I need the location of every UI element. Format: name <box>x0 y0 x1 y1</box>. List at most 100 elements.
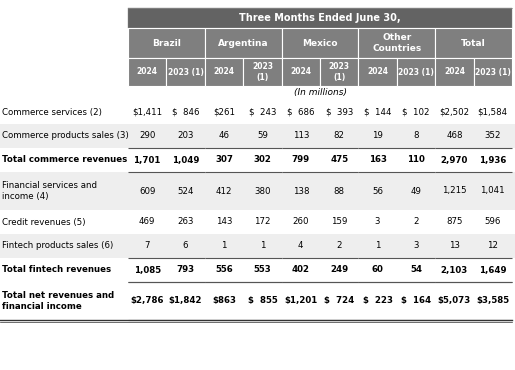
Text: 172: 172 <box>254 218 271 226</box>
Text: Mexico: Mexico <box>302 38 338 47</box>
Bar <box>166 58 205 86</box>
Text: 110: 110 <box>407 155 425 165</box>
Text: 380: 380 <box>254 186 271 195</box>
Text: $  144: $ 144 <box>364 108 391 117</box>
Text: 54: 54 <box>410 266 422 275</box>
Text: $2,502: $2,502 <box>439 108 470 117</box>
Bar <box>0 258 515 282</box>
Text: Fintech products sales (6): Fintech products sales (6) <box>2 242 113 250</box>
Bar <box>0 172 515 210</box>
Text: 88: 88 <box>334 186 345 195</box>
Text: 60: 60 <box>372 266 384 275</box>
Bar <box>205 58 243 86</box>
Text: 46: 46 <box>218 131 230 141</box>
Text: 2,970: 2,970 <box>441 155 468 165</box>
Text: 2: 2 <box>336 242 342 250</box>
Text: 596: 596 <box>485 218 501 226</box>
Text: $  243: $ 243 <box>249 108 276 117</box>
Text: 4: 4 <box>298 242 303 250</box>
Text: $1,411: $1,411 <box>132 108 162 117</box>
Text: Brazil: Brazil <box>152 38 181 47</box>
Bar <box>0 100 515 124</box>
Text: 163: 163 <box>369 155 387 165</box>
Text: Commerce products sales (3): Commerce products sales (3) <box>2 131 129 141</box>
Bar <box>0 282 515 320</box>
Bar <box>205 28 282 58</box>
Text: 143: 143 <box>216 218 232 226</box>
Bar <box>282 58 320 86</box>
Bar <box>128 28 205 58</box>
Bar <box>0 124 515 148</box>
Bar <box>358 28 435 58</box>
Text: 2,103: 2,103 <box>441 266 468 275</box>
Text: 1,936: 1,936 <box>479 155 506 165</box>
Text: 2023 (1): 2023 (1) <box>168 67 203 77</box>
Text: Financial services and
income (4): Financial services and income (4) <box>2 181 97 201</box>
Text: 475: 475 <box>330 155 348 165</box>
Text: 3: 3 <box>375 218 381 226</box>
Text: (In millions): (In millions) <box>294 88 347 98</box>
Text: 19: 19 <box>372 131 383 141</box>
Text: 799: 799 <box>291 155 310 165</box>
Text: 1,649: 1,649 <box>479 266 507 275</box>
Text: 412: 412 <box>216 186 232 195</box>
Text: Commerce services (2): Commerce services (2) <box>2 108 102 117</box>
Text: 2023
(1): 2023 (1) <box>329 62 350 82</box>
Bar <box>320 58 358 86</box>
Text: 2: 2 <box>413 218 419 226</box>
Text: 49: 49 <box>410 186 421 195</box>
Text: 7: 7 <box>144 242 150 250</box>
Text: 793: 793 <box>177 266 195 275</box>
Text: 59: 59 <box>257 131 268 141</box>
Text: Total commerce revenues: Total commerce revenues <box>2 155 127 165</box>
Text: 2024: 2024 <box>444 67 465 77</box>
Text: 249: 249 <box>330 266 348 275</box>
Text: $  846: $ 846 <box>172 108 199 117</box>
Text: 352: 352 <box>485 131 501 141</box>
Text: 468: 468 <box>446 131 462 141</box>
Text: $  855: $ 855 <box>248 296 277 306</box>
Text: 2023
(1): 2023 (1) <box>252 62 273 82</box>
Text: 1,041: 1,041 <box>480 186 505 195</box>
Text: $1,201: $1,201 <box>284 296 317 306</box>
Text: Total fintech revenues: Total fintech revenues <box>2 266 111 275</box>
Text: 2024: 2024 <box>136 67 158 77</box>
Text: 113: 113 <box>293 131 309 141</box>
Bar <box>128 58 166 86</box>
Text: 524: 524 <box>177 186 194 195</box>
Text: Three Months Ended June 30,: Three Months Ended June 30, <box>239 13 401 23</box>
Text: 1,215: 1,215 <box>442 186 467 195</box>
Text: $3,585: $3,585 <box>476 296 509 306</box>
Text: $261: $261 <box>213 108 235 117</box>
Text: $1,584: $1,584 <box>478 108 508 117</box>
Text: 8: 8 <box>413 131 419 141</box>
Text: Credit revenues (5): Credit revenues (5) <box>2 218 85 226</box>
Text: 609: 609 <box>139 186 156 195</box>
Bar <box>282 28 358 58</box>
Text: 1,085: 1,085 <box>133 266 161 275</box>
Text: $863: $863 <box>212 296 236 306</box>
Bar <box>435 28 512 58</box>
Bar <box>243 58 282 86</box>
Text: 2023 (1): 2023 (1) <box>475 67 511 77</box>
Text: 12: 12 <box>487 242 499 250</box>
Text: 875: 875 <box>446 218 462 226</box>
Text: 553: 553 <box>253 266 271 275</box>
Text: 402: 402 <box>292 266 310 275</box>
Text: 2024: 2024 <box>214 67 234 77</box>
Text: $1,842: $1,842 <box>169 296 202 306</box>
Text: 290: 290 <box>139 131 156 141</box>
Text: 556: 556 <box>215 266 233 275</box>
Text: $  164: $ 164 <box>401 296 431 306</box>
Text: $  686: $ 686 <box>287 108 315 117</box>
Text: $2,786: $2,786 <box>130 296 164 306</box>
Text: 56: 56 <box>372 186 383 195</box>
Text: $  102: $ 102 <box>402 108 430 117</box>
Bar <box>435 58 474 86</box>
Text: 1: 1 <box>260 242 265 250</box>
Text: 1: 1 <box>221 242 227 250</box>
Bar <box>358 58 397 86</box>
Text: 203: 203 <box>177 131 194 141</box>
Text: 1,701: 1,701 <box>133 155 161 165</box>
Text: 260: 260 <box>293 218 309 226</box>
